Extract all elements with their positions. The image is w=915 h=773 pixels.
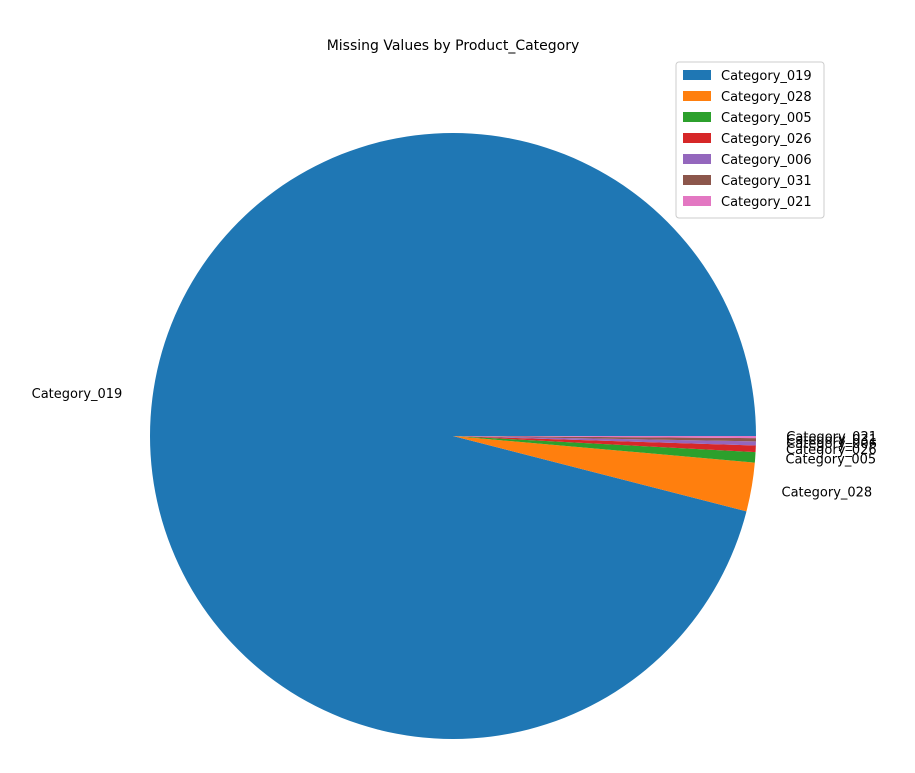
legend-swatch [683,133,711,143]
legend-label: Category_005 [721,111,812,126]
legend-swatch [683,91,711,101]
legend-swatch [683,154,711,164]
legend-label: Category_019 [721,69,812,84]
legend-frame [675,61,825,219]
slice-labels: Category_019Category_028Category_005Cate… [32,387,877,500]
legend-swatch [683,70,711,80]
slice-label: Category_005 [785,453,876,468]
legend-label: Category_006 [721,153,812,168]
pie-slice-category-031 [453,436,756,442]
pie-slice-category-006 [453,436,756,446]
legend-swatch [683,196,711,206]
legend-label: Category_028 [721,90,812,105]
legend-label: Category_031 [721,174,812,189]
slice-label: Category_021 [786,430,877,445]
pie-slice-category-026 [453,436,756,453]
pie-slice-category-028 [453,436,755,512]
legend-swatch [683,112,711,122]
pie-slice-category-005 [453,436,756,463]
legend-swatch [683,175,711,185]
slice-label: Category_031 [786,433,877,448]
legend-label: Category_021 [721,195,812,210]
pie-slice-category-021 [453,436,756,439]
slice-label: Category_026 [786,443,877,458]
legend-label: Category_026 [721,132,812,147]
pie-slice-category-019 [149,133,756,740]
legend: Category_019 Category_028 Category_005 Cate… [675,61,825,219]
slice-label: Category_028 [782,485,873,500]
slice-label: Category_019 [32,387,123,402]
chart-title: Missing Values by Product_Category [327,38,580,54]
slice-label: Category_006 [786,437,877,452]
pie-slices [149,133,756,740]
